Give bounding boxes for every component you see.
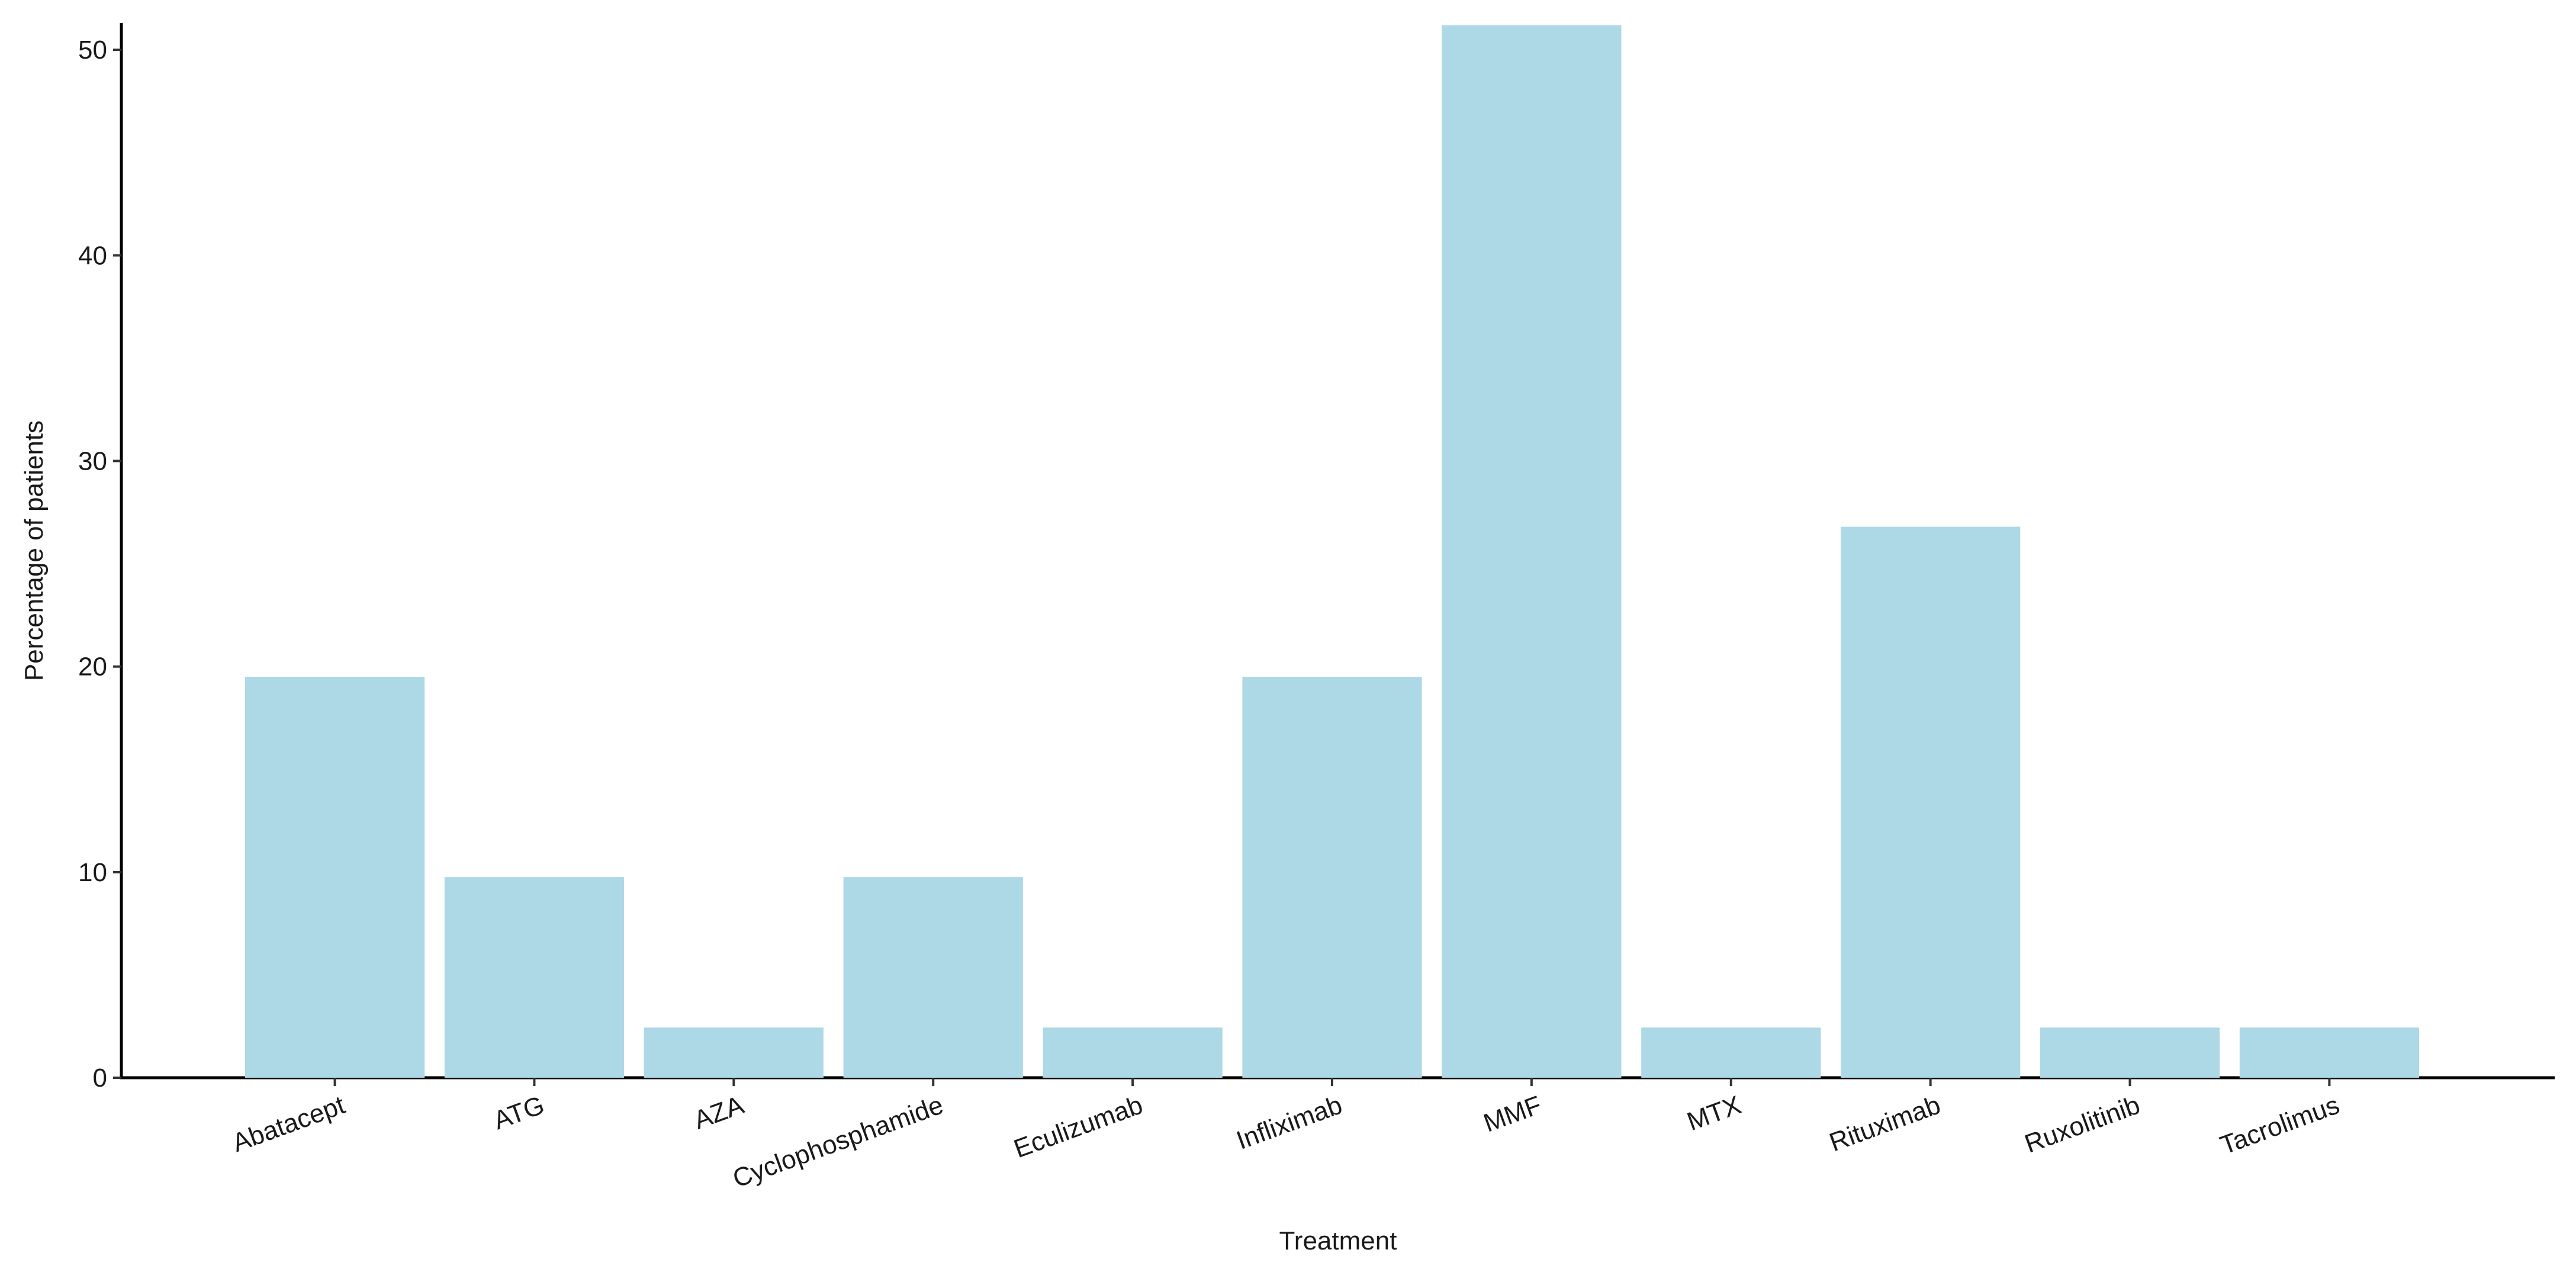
bar bbox=[644, 1027, 824, 1078]
y-tick-label: 0 bbox=[93, 1064, 107, 1093]
y-tick-label: 20 bbox=[78, 653, 107, 682]
bar bbox=[1442, 25, 1622, 1078]
x-tick-label: MMF bbox=[1480, 1090, 1545, 1138]
y-tick-label: 50 bbox=[78, 36, 107, 65]
bar bbox=[2040, 1027, 2220, 1078]
x-axis-title: Treatment bbox=[1279, 1226, 1397, 1255]
x-tick-label: MTX bbox=[1683, 1090, 1745, 1136]
bar bbox=[1043, 1027, 1223, 1078]
x-tick-label: Ruxolitinib bbox=[2021, 1090, 2144, 1158]
bar bbox=[1641, 1027, 1821, 1078]
x-tick-label: Abatacept bbox=[229, 1090, 349, 1158]
bar bbox=[444, 877, 625, 1078]
x-tick-label: AZA bbox=[690, 1090, 748, 1135]
y-tick-label: 10 bbox=[78, 858, 107, 887]
x-tick-label: Infliximab bbox=[1233, 1090, 1346, 1155]
y-tick-label: 40 bbox=[78, 241, 107, 270]
x-tick-label: Eculizumab bbox=[1010, 1090, 1146, 1164]
bar bbox=[843, 877, 1023, 1078]
x-tick-label: Rituximab bbox=[1825, 1090, 1944, 1157]
bar bbox=[2239, 1027, 2420, 1078]
x-tick-label: Tacrolimus bbox=[2216, 1090, 2343, 1160]
x-tick-label: ATG bbox=[490, 1090, 548, 1135]
bar bbox=[1841, 526, 2021, 1078]
x-tick-label: Cyclophosphamide bbox=[729, 1090, 947, 1193]
bar bbox=[245, 677, 425, 1078]
y-axis-title: Percentage of patients bbox=[20, 420, 49, 681]
bar bbox=[1242, 677, 1422, 1078]
y-tick-label: 30 bbox=[78, 446, 107, 476]
